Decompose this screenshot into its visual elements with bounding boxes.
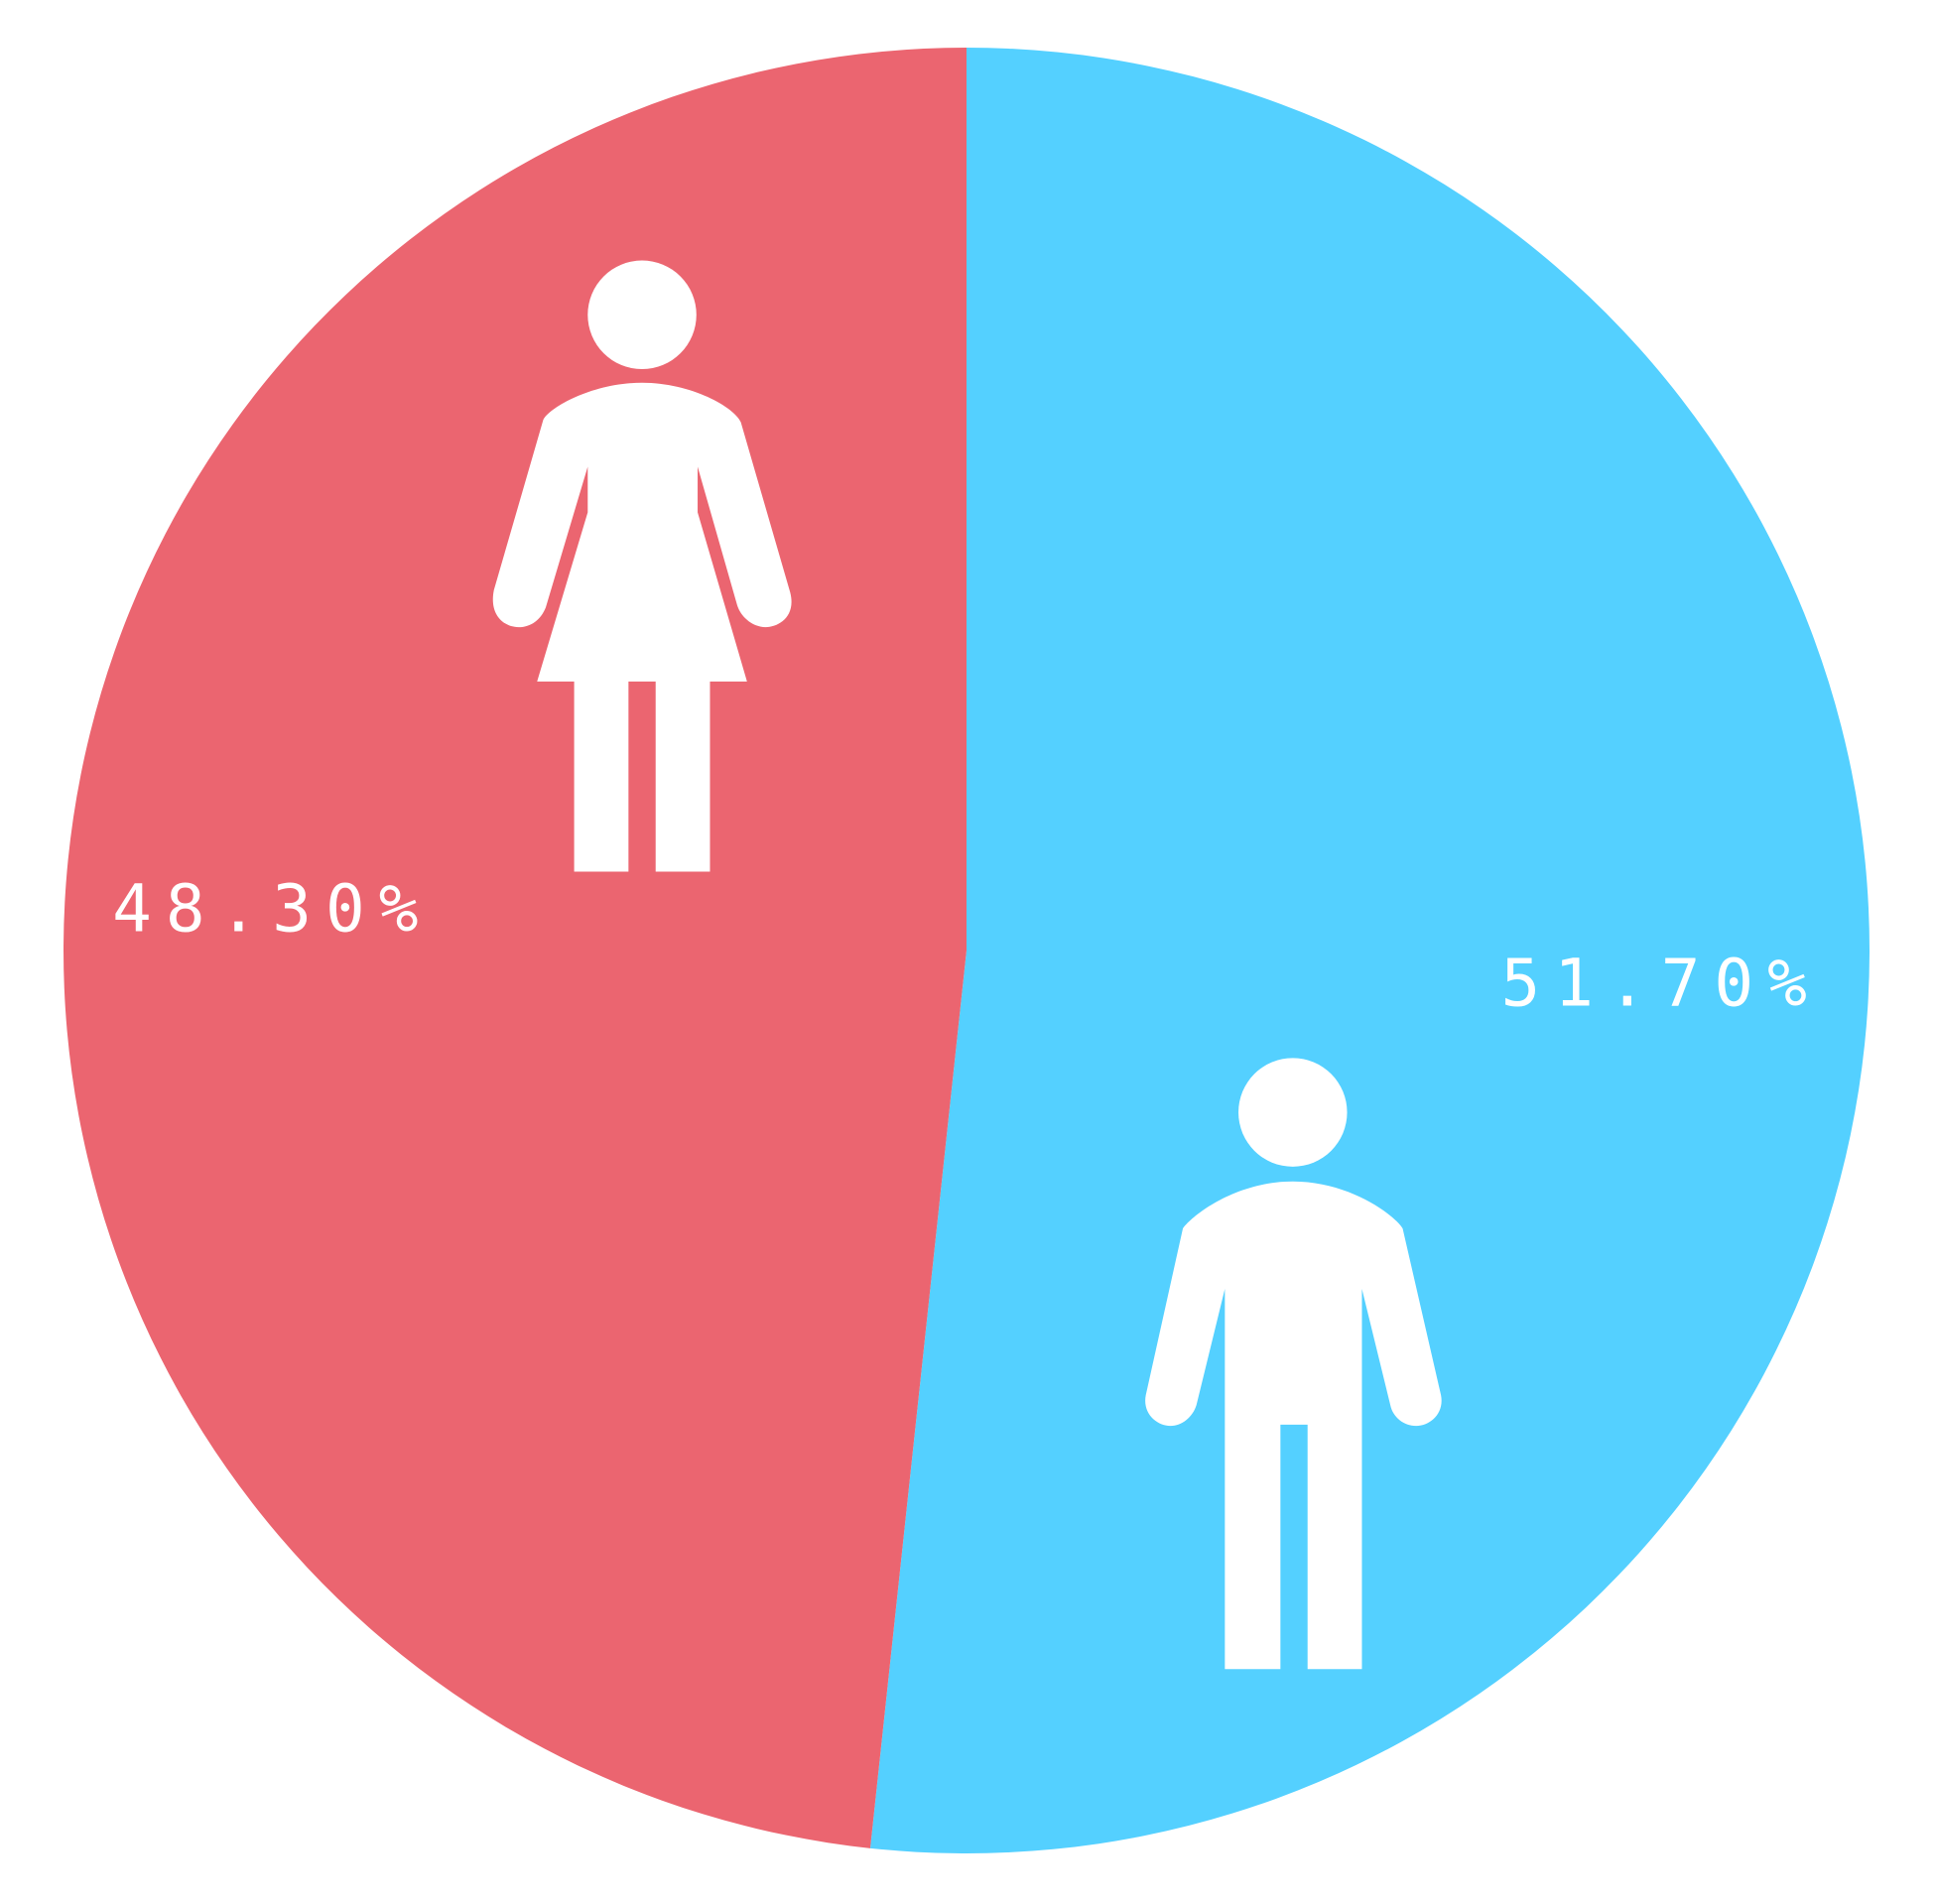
- icon-head: [1238, 1058, 1348, 1167]
- labels: 51.70% 48.30%: [112, 871, 1820, 1022]
- icon-head: [587, 260, 697, 370]
- value-label: 51.70%: [1500, 945, 1820, 1021]
- icon-body: [492, 382, 792, 872]
- icon-body: [1145, 1181, 1442, 1670]
- value-label: 48.30%: [112, 871, 432, 948]
- pie-slice: [869, 48, 1870, 1853]
- male-icon: [1145, 1058, 1442, 1670]
- icons: [492, 260, 1442, 1670]
- pie-slice: [63, 48, 968, 1848]
- female-icon: [492, 260, 792, 872]
